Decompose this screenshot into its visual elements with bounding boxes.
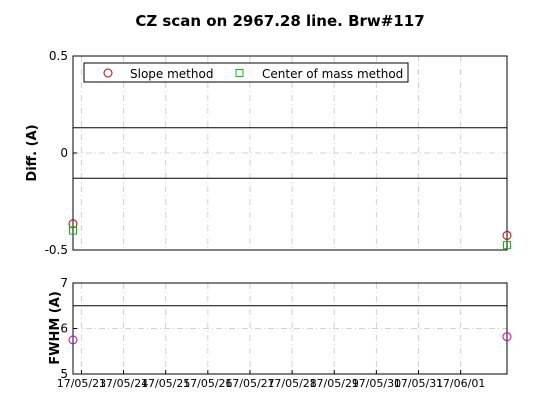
top-y-axis-label: Diff. (A) — [25, 124, 40, 181]
bottom-y-ticks: 7 6 5 — [60, 276, 77, 381]
legend-slope-marker — [103, 68, 113, 78]
top-panel: 0.5 0 -0.5 Diff. (A) Slope method Center o… — [25, 49, 512, 257]
x-tick-label: 17/05/27 — [225, 377, 274, 390]
y-tick-label: 0.5 — [49, 49, 68, 63]
chart-title: CZ scan on 2967.28 line. Brw#117 — [135, 12, 424, 30]
y-tick-label: 5 — [60, 367, 68, 381]
top-y-ticks: 0.5 0 -0.5 — [45, 49, 77, 257]
series-0-point — [68, 219, 78, 229]
x-tick-label: 17/05/30 — [352, 377, 401, 390]
top-data-points — [68, 219, 512, 250]
top-grid — [73, 56, 507, 250]
series-1-point — [503, 241, 511, 250]
x-tick-label: 17/05/31 — [394, 377, 443, 390]
legend: Slope method Center of mass method — [83, 62, 409, 83]
y-tick-label: -0.5 — [45, 243, 68, 257]
x-tick-label: 17/05/23 — [57, 377, 106, 390]
series-0-point — [502, 230, 512, 240]
legend-box — [83, 62, 409, 83]
y-tick-label: 6 — [60, 322, 68, 336]
x-tick-label: 17/05/25 — [141, 377, 190, 390]
x-tick-label: 17/05/26 — [183, 377, 232, 390]
x-tick-label: 17/06/01 — [436, 377, 485, 390]
bottom-data-points — [68, 332, 512, 345]
bottom-y-axis-label: FWHM (A) — [48, 291, 63, 365]
bottom-grid — [73, 283, 507, 374]
series-1-point — [69, 226, 77, 235]
legend-com-label: Center of mass method — [262, 67, 403, 81]
x-tick-label: 17/05/24 — [99, 377, 148, 390]
series-0-point — [68, 335, 78, 345]
x-tick-labels: 17/05/2317/05/2417/05/2517/05/2617/05/27… — [57, 370, 485, 390]
legend-slope-label: Slope method — [130, 67, 213, 81]
legend-com-marker — [235, 69, 244, 77]
x-tick-label: 17/05/28 — [267, 377, 316, 390]
x-tick-label: 17/05/29 — [310, 377, 359, 390]
top-reference-lines — [73, 127, 507, 179]
series-0-point — [502, 332, 512, 342]
y-tick-label: 0 — [60, 146, 68, 160]
bottom-panel: 765 FWHM (A) 17/05/2317/05/2417/05/2517/… — [48, 276, 512, 390]
y-tick-label: 7 — [60, 276, 68, 290]
